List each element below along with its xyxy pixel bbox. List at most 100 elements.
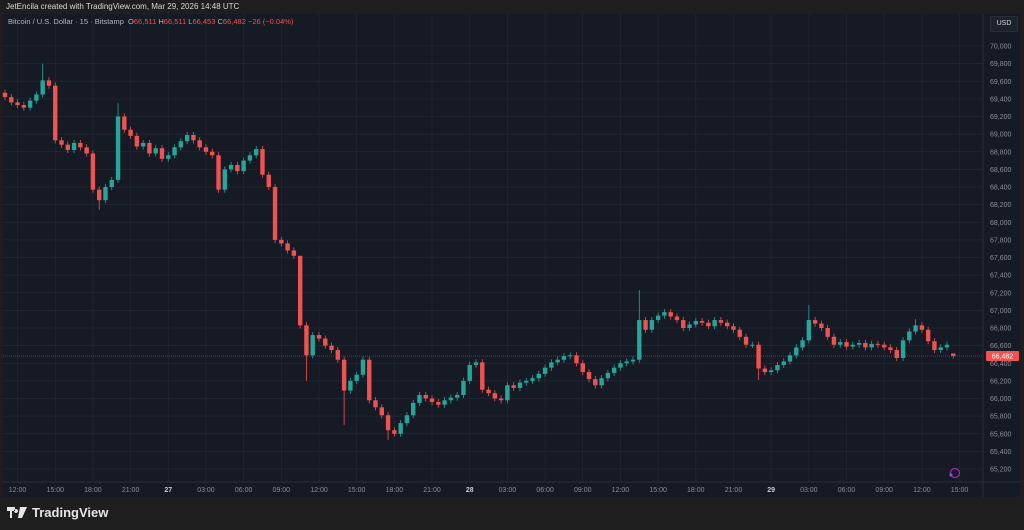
low-value: 66,453 [192, 17, 216, 26]
candle-down [731, 326, 736, 330]
candle-down [210, 151, 215, 156]
candle-up [254, 149, 259, 156]
time-tick-label: 03:00 [499, 487, 517, 494]
candle-up [624, 361, 629, 364]
candle-down [159, 148, 165, 159]
time-tick-label: 09:00 [875, 487, 893, 494]
candle-down [2, 92, 8, 98]
currency-button[interactable]: USD [990, 16, 1018, 32]
candle-down [925, 329, 931, 342]
candle-up [473, 362, 479, 366]
candle-down [875, 343, 881, 345]
price-tick-label: 66,800 [990, 326, 1012, 333]
chart-panel[interactable] [3, 14, 1020, 497]
candle-down [423, 394, 428, 399]
candle-up [687, 324, 692, 328]
candle-up [649, 320, 655, 330]
candle-up [781, 361, 786, 366]
price-tick-label: 68,400 [990, 185, 1012, 192]
candle-down [436, 402, 441, 405]
price-tick-label: 69,400 [990, 96, 1012, 103]
candle-up [417, 394, 422, 403]
candle-down [668, 312, 673, 317]
candle-down [894, 350, 899, 358]
candle-up [222, 169, 227, 190]
candle-down [329, 345, 334, 351]
change-value: −26 (−0.04%) [247, 17, 294, 26]
candle-up [153, 148, 158, 154]
candle-up [517, 382, 523, 388]
candle-down [932, 341, 937, 351]
candle-up [568, 355, 573, 357]
candle-up [454, 394, 460, 398]
time-tick-label: 12:00 [913, 487, 931, 494]
price-tick-label: 67,800 [990, 237, 1012, 244]
candle-up [768, 370, 774, 373]
candle-down [191, 135, 196, 141]
candle-up [938, 347, 943, 351]
symbol-legend: Bitcoin / U.S. Dollar · 15 · Bitstamp O6… [8, 17, 294, 26]
candle-up [838, 342, 843, 345]
price-tick-label: 66,400 [990, 361, 1012, 368]
candle-down [574, 355, 579, 364]
candle-down [21, 105, 27, 108]
candle-down [593, 379, 598, 386]
candle-down [84, 147, 89, 154]
price-tick-label: 70,000 [990, 44, 1012, 51]
time-tick-label: 21:00 [423, 487, 441, 494]
symbol-name: Bitcoin / U.S. Dollar · 15 · Bitstamp [8, 17, 124, 26]
candle-up [787, 355, 793, 362]
candle-down [743, 336, 749, 345]
candle-down [863, 342, 868, 348]
time-tick-label: 06:00 [838, 487, 856, 494]
candle-up [750, 344, 755, 346]
price-tick-label: 66,600 [990, 343, 1012, 350]
candle-up [404, 415, 410, 424]
price-tick-label: 69,000 [990, 132, 1012, 139]
candle-down [737, 329, 742, 337]
candle-down [831, 336, 837, 345]
time-tick-label: 06:00 [235, 487, 253, 494]
candle-down [285, 243, 290, 251]
open-value: 66,511 [133, 17, 157, 26]
candle-up [411, 402, 416, 416]
candle-up [461, 380, 466, 395]
time-tick-label: 18:00 [687, 487, 705, 494]
tradingview-logo[interactable]: TradingView [7, 505, 108, 520]
time-tick-label: 12:00 [612, 487, 630, 494]
candle-down [882, 344, 887, 348]
last-price-label: 66,482 [992, 354, 1014, 361]
candle-down [498, 398, 504, 401]
last-price-badge [986, 351, 1019, 362]
candle-up [166, 155, 171, 159]
candle-down [699, 320, 705, 323]
candle-up [907, 331, 912, 341]
time-tick-label: 12:00 [9, 487, 27, 494]
time-tick-label: 15:00 [649, 487, 667, 494]
candle-down [919, 325, 925, 330]
candle-down [216, 155, 221, 190]
candle-down [762, 368, 768, 373]
price-tick-label: 69,200 [990, 114, 1012, 121]
candle-down [756, 344, 761, 369]
candle-down [197, 140, 202, 148]
price-tick-label: 65,800 [990, 414, 1012, 421]
candle-down [586, 372, 592, 380]
price-tick-label: 67,400 [990, 273, 1012, 280]
events-icon[interactable] [949, 467, 961, 479]
candle-up [27, 100, 33, 108]
candle-up [800, 340, 805, 348]
candle-down [492, 393, 498, 399]
price-tick-label: 65,600 [990, 431, 1012, 438]
price-tick-label: 68,200 [990, 202, 1012, 209]
candle-down [674, 316, 680, 321]
candle-up [505, 385, 510, 401]
price-tick-label: 68,600 [990, 167, 1012, 174]
candle-up [794, 347, 799, 356]
time-tick-label: 09:00 [574, 487, 592, 494]
price-tick-label: 67,200 [990, 290, 1012, 297]
candle-up [850, 344, 855, 347]
candle-up [536, 373, 541, 379]
candle-down [235, 164, 240, 172]
